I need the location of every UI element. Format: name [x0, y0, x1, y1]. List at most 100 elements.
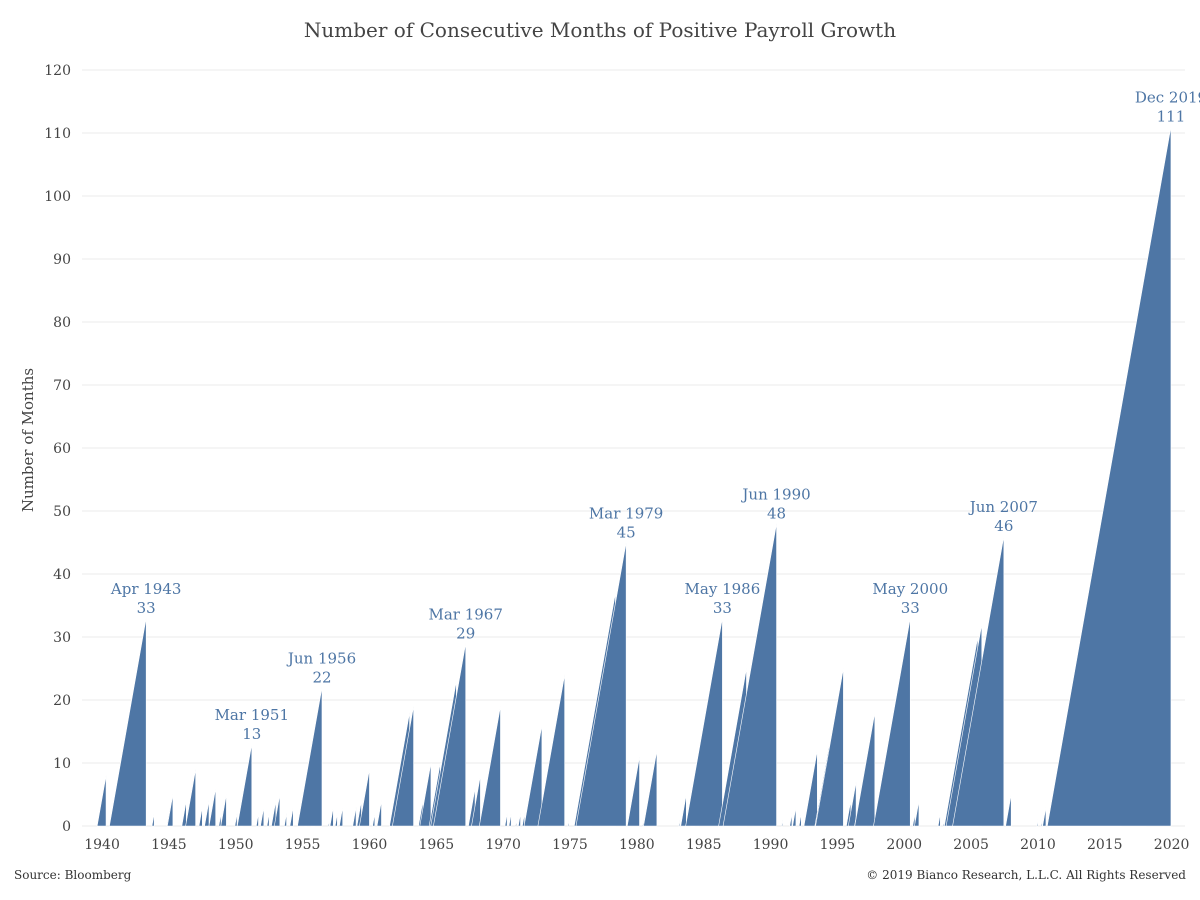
run-spike: [376, 800, 382, 827]
run-spike: [236, 744, 253, 827]
annotation-value: 45: [617, 524, 636, 542]
run-spike: [942, 819, 945, 827]
annotation-value: 111: [1157, 108, 1186, 126]
x-tick-label: 1990: [753, 837, 789, 853]
run-spike: [642, 819, 644, 827]
annotation-date: Jun 1956: [286, 649, 356, 667]
run-spike: [508, 813, 512, 827]
y-tick-label: 40: [53, 567, 71, 583]
annotation-value: 48: [767, 505, 786, 523]
run-spike: [372, 813, 376, 827]
y-tick-label: 0: [62, 819, 71, 835]
run-spike: [266, 813, 270, 827]
x-tick-label: 1980: [619, 837, 655, 853]
run-spike: [1040, 819, 1043, 827]
x-tick-label: 1970: [485, 837, 521, 853]
run-spike: [504, 813, 508, 827]
run-spike: [297, 687, 323, 827]
run-spike: [329, 807, 334, 827]
run-spike: [798, 813, 802, 827]
annotation-value: 29: [456, 624, 475, 642]
x-tick-label: 1950: [218, 837, 254, 853]
x-tick-label: 1985: [686, 837, 722, 853]
x-tick-label: 2000: [886, 837, 922, 853]
y-tick-labels: 0 10 20 30 40 50 60 70 80 90 100 110 120: [44, 63, 71, 835]
run-spike: [419, 762, 432, 827]
run-spike: [334, 813, 338, 827]
run-spike: [643, 750, 658, 827]
x-tick-label: 1965: [418, 837, 454, 853]
annotation-date: Mar 1951: [215, 706, 289, 724]
bars-layer: [96, 126, 1172, 827]
run-spike: [781, 819, 783, 827]
run-spike: [198, 807, 203, 827]
annotation-value: 33: [713, 599, 732, 617]
run-spike: [181, 800, 187, 827]
run-spike: [523, 725, 543, 827]
x-tick-label: 1975: [552, 837, 588, 853]
annotation-date: Jun 1990: [740, 486, 810, 504]
run-spike: [208, 788, 216, 827]
annotation-date: Dec 2019: [1135, 89, 1200, 107]
run-spike: [1036, 819, 1039, 827]
run-spike: [392, 706, 414, 827]
run-spike: [271, 800, 277, 827]
chart-title: Number of Consecutive Months of Positive…: [303, 18, 897, 42]
run-spike: [220, 794, 227, 827]
x-tick-label: 2020: [1154, 837, 1190, 853]
run-spike: [537, 674, 565, 827]
run-spike: [478, 706, 501, 827]
run-spike: [854, 712, 876, 827]
annotation-date: May 2000: [872, 580, 948, 598]
x-tick-label: 1940: [84, 837, 120, 853]
run-spike: [685, 618, 723, 827]
x-tick-label: 1960: [352, 837, 388, 853]
y-tick-label: 10: [53, 756, 71, 772]
run-spike: [109, 618, 147, 827]
x-tick-label: 1995: [820, 837, 856, 853]
run-spike: [626, 756, 640, 827]
run-spike: [517, 813, 521, 827]
annotation-date: Mar 1979: [589, 505, 663, 523]
run-spike: [96, 775, 107, 827]
y-tick-label: 50: [53, 504, 71, 520]
y-tick-label: 80: [53, 315, 71, 331]
run-spike: [471, 775, 481, 827]
annotation-date: Apr 1943: [110, 580, 182, 598]
run-spike: [359, 769, 370, 827]
run-spike: [283, 813, 287, 827]
source-note: Source: Bloomberg: [14, 868, 132, 882]
x-tick-label: 1945: [151, 837, 187, 853]
run-spike: [847, 781, 857, 827]
run-spike: [815, 668, 844, 827]
run-spike: [255, 813, 259, 827]
run-spike: [1046, 126, 1172, 827]
x-tick-label: 1955: [285, 837, 321, 853]
run-spike: [339, 807, 344, 827]
run-spike: [952, 536, 1005, 827]
run-spike: [937, 813, 941, 827]
y-tick-label: 90: [53, 252, 71, 268]
run-spike: [914, 800, 920, 827]
run-spike: [722, 523, 777, 827]
run-spike: [575, 542, 627, 827]
annotation-value: 22: [312, 668, 331, 686]
x-tick-label: 2015: [1087, 837, 1123, 853]
y-tick-label: 20: [53, 693, 71, 709]
y-tick-label: 30: [53, 630, 71, 646]
run-spike: [1005, 794, 1012, 827]
run-spike: [1042, 807, 1047, 827]
run-spike: [803, 750, 818, 827]
run-spike: [218, 813, 222, 827]
run-spike: [151, 813, 155, 827]
annotation-value: 33: [901, 599, 920, 617]
grid-layer: [82, 69, 1185, 827]
run-spike: [166, 794, 174, 827]
x-tick-label: 2005: [953, 837, 989, 853]
run-spike: [912, 813, 916, 827]
run-spike: [789, 813, 793, 827]
y-tick-label: 100: [44, 189, 71, 205]
run-spike: [289, 807, 294, 827]
